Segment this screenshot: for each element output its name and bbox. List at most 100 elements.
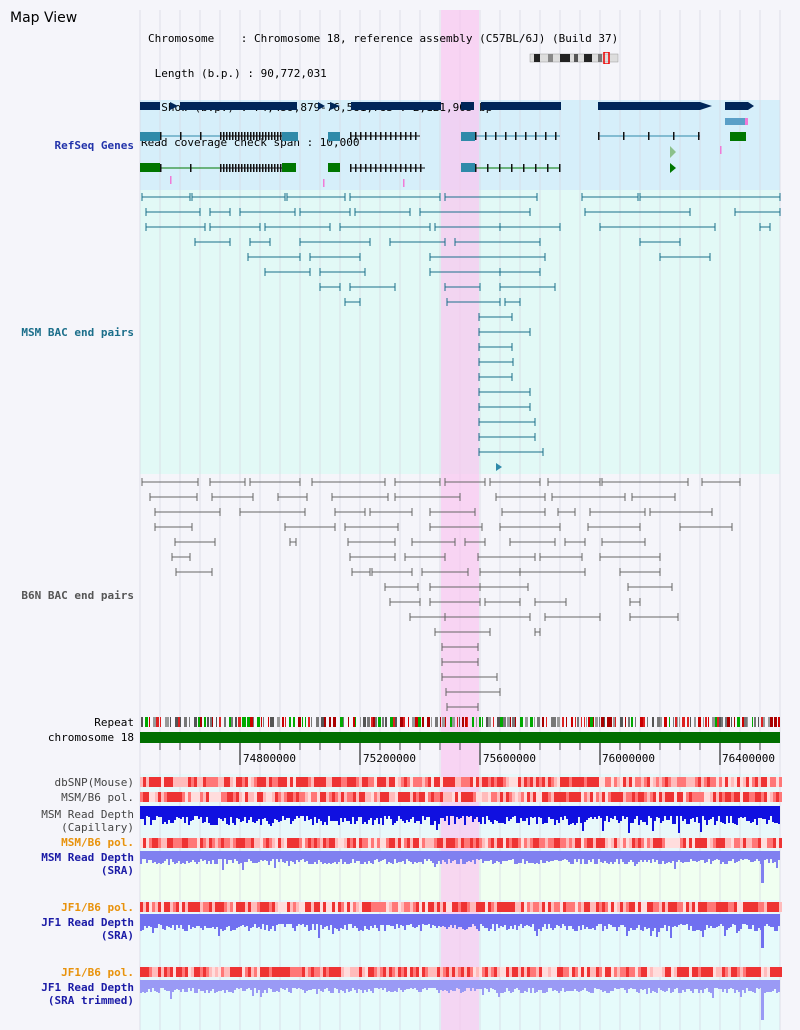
depth-bar <box>380 851 382 861</box>
repeat-mark <box>189 717 190 727</box>
depth-bar <box>316 980 318 994</box>
depth-bar <box>430 851 432 861</box>
depth-bar <box>438 914 440 926</box>
depth-bar <box>300 851 302 860</box>
depth-bar <box>484 980 486 988</box>
depth-bar <box>568 914 570 926</box>
snp-mark <box>170 176 172 184</box>
heat-cell <box>764 792 767 802</box>
depth-bar <box>396 980 398 992</box>
depth-bar <box>296 914 298 926</box>
depth-bar <box>488 980 490 992</box>
depth-bar <box>246 914 248 926</box>
exon <box>525 132 527 140</box>
depth-bar <box>350 980 352 991</box>
heat-cell <box>608 838 611 848</box>
depth-bar <box>546 914 548 929</box>
depth-bar <box>452 914 454 928</box>
heat-cell <box>422 967 425 977</box>
heat-cell <box>623 902 626 912</box>
chromosome-ideogram[interactable] <box>528 52 622 64</box>
depth-bar <box>478 806 480 822</box>
heat-cell <box>485 967 488 977</box>
heat-cell <box>179 967 182 977</box>
heat-cell <box>689 792 692 802</box>
heat-cell <box>278 792 281 802</box>
heat-cell <box>746 902 749 912</box>
track-label-msm-bac[interactable]: MSM BAC end pairs <box>21 326 134 339</box>
depth-bar <box>404 806 406 823</box>
heat-cell <box>356 792 359 802</box>
heat-cell <box>203 967 206 977</box>
depth-bar <box>250 806 252 817</box>
heat-cell <box>245 902 248 912</box>
heat-cell <box>560 902 563 912</box>
heat-cell <box>224 967 227 977</box>
depth-bar <box>630 914 632 928</box>
heat-cell <box>341 792 344 802</box>
jf1-b6-pol-strip-2 <box>140 967 782 977</box>
heat-cell <box>251 777 254 787</box>
depth-bar <box>428 914 430 924</box>
heat-cell <box>725 838 728 848</box>
heat-cell <box>500 967 503 977</box>
depth-bar <box>694 914 696 931</box>
heat-cell <box>362 967 365 977</box>
depth-bar <box>776 980 778 993</box>
heat-cell <box>275 792 278 802</box>
heat-cell <box>473 967 476 977</box>
depth-bar <box>206 914 208 928</box>
depth-bar <box>714 980 716 988</box>
heat-cell <box>398 792 401 802</box>
depth-bar <box>214 980 216 993</box>
heat-cell <box>581 967 584 977</box>
repeat-mark <box>520 717 523 727</box>
heat-cell <box>551 777 554 787</box>
depth-bar <box>376 806 378 818</box>
depth-bar <box>244 806 246 817</box>
heat-cell <box>161 838 164 848</box>
depth-bar <box>516 980 518 988</box>
heat-cell <box>233 838 236 848</box>
depth-bar <box>184 980 186 992</box>
depth-bar <box>216 851 218 864</box>
heat-cell <box>389 792 392 802</box>
exon <box>160 132 162 140</box>
heat-cell <box>491 902 494 912</box>
heat-cell <box>563 792 566 802</box>
depth-bar <box>278 980 280 992</box>
heat-cell <box>419 967 422 977</box>
depth-bar <box>610 851 612 862</box>
heat-cell <box>608 902 611 912</box>
heat-cell <box>464 902 467 912</box>
depth-bar <box>390 851 392 863</box>
heat-cell <box>305 967 308 977</box>
depth-bar <box>686 914 688 924</box>
heat-cell <box>650 792 653 802</box>
depth-bar <box>224 980 226 993</box>
track-label-refseq[interactable]: RefSeq Genes <box>54 139 134 152</box>
repeat-mark <box>497 717 500 727</box>
heat-cell <box>437 838 440 848</box>
repeat-mark <box>261 717 262 727</box>
heat-cell <box>314 838 317 848</box>
heat-cell <box>290 777 293 787</box>
depth-bar <box>384 914 386 931</box>
depth-bar <box>160 806 162 817</box>
heat-cell <box>527 902 530 912</box>
track-label-b6n-bac[interactable]: B6N BAC end pairs <box>21 589 134 602</box>
depth-bar <box>466 851 468 862</box>
heat-cell <box>218 777 221 787</box>
exon <box>523 164 525 172</box>
depth-bar <box>468 851 470 861</box>
depth-bar <box>732 980 734 989</box>
heat-cell <box>776 838 779 848</box>
depth-bar <box>430 806 432 825</box>
depth-bar <box>756 851 758 859</box>
heat-cell <box>662 792 665 802</box>
depth-bar <box>432 806 434 825</box>
repeat-mark <box>273 717 274 727</box>
heat-cell <box>434 792 437 802</box>
heat-cell <box>518 838 521 848</box>
